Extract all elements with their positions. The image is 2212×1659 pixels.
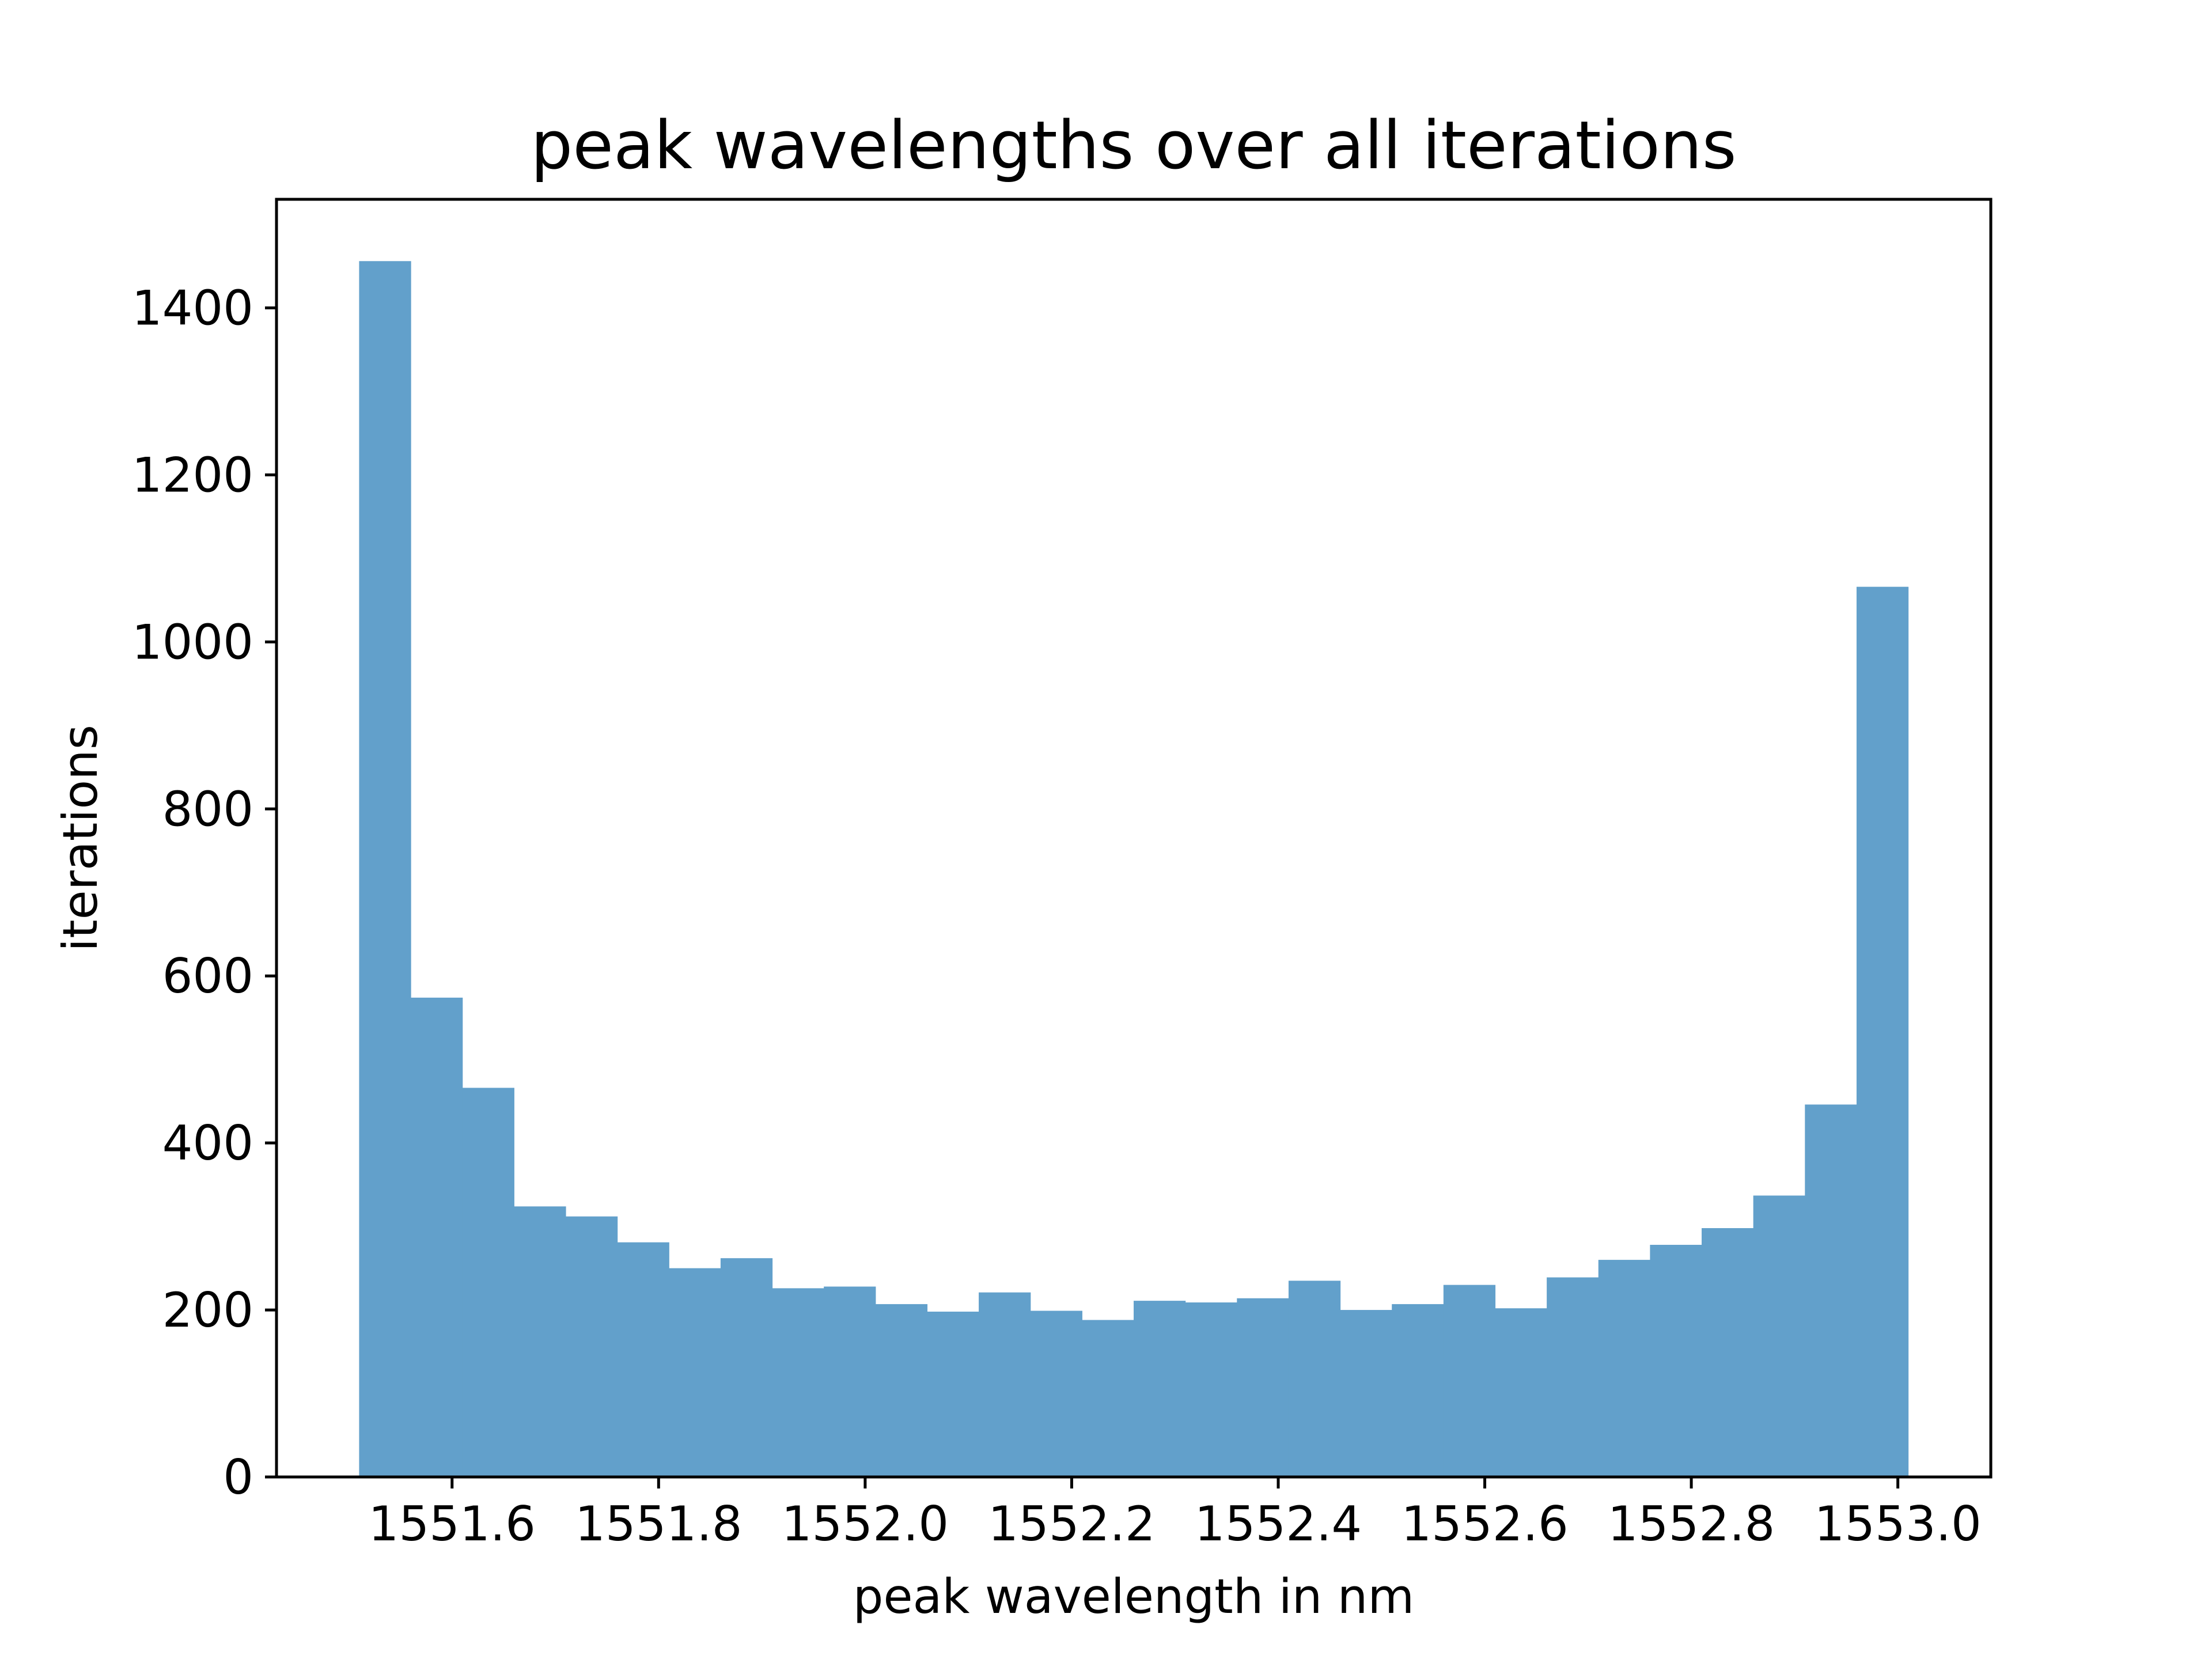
x-tick-label: 1552.8	[1608, 1496, 1775, 1552]
plot-frame	[275, 198, 1993, 1479]
histogram-bar	[979, 1292, 1031, 1477]
histogram-bar	[359, 261, 411, 1477]
histogram-bar	[1443, 1285, 1496, 1477]
histogram-bar	[1598, 1260, 1650, 1477]
histogram-bar	[1392, 1304, 1444, 1477]
histogram-bar	[1185, 1302, 1237, 1477]
y-tick-label: 1000	[132, 614, 253, 670]
histogram-bar	[1650, 1244, 1702, 1477]
y-axis-label: iterations	[52, 725, 108, 952]
y-tick-label: 200	[162, 1282, 253, 1338]
histogram-bar	[1134, 1301, 1186, 1477]
histogram-bar	[1702, 1228, 1754, 1477]
y-tick-label: 0	[223, 1449, 253, 1505]
histogram-bar	[669, 1268, 721, 1477]
histogram-bar	[772, 1288, 824, 1477]
histogram-bar	[1030, 1310, 1082, 1477]
x-tick-label: 1552.0	[782, 1496, 949, 1552]
histogram-bar	[1805, 1104, 1857, 1477]
histogram-bar	[824, 1286, 876, 1477]
y-tick-label: 800	[162, 781, 253, 837]
histogram-bar	[1495, 1308, 1547, 1477]
x-tick-label: 1552.6	[1401, 1496, 1568, 1552]
histogram-bar	[411, 997, 463, 1477]
y-tick-label: 1200	[132, 447, 253, 503]
y-tick-label: 1400	[132, 280, 253, 336]
y-axis-ticks: 0 200 400 600 800 1000 1200 1400	[132, 280, 276, 1505]
x-tick-label: 1551.8	[575, 1496, 742, 1552]
x-tick-label: 1553.0	[1814, 1496, 1981, 1552]
histogram-bar	[1288, 1281, 1341, 1477]
x-axis-ticks: 1551.6 1551.8 1552.0 1552.2 1552.4 1552.6 1552…	[369, 1477, 1982, 1552]
histogram-bar	[1340, 1310, 1392, 1477]
chart-title: peak wavelengths over all iterations	[531, 107, 1736, 184]
x-axis-label: peak wavelength in nm	[853, 1569, 1414, 1624]
histogram-bar	[462, 1088, 514, 1477]
x-tick-label: 1552.4	[1195, 1496, 1362, 1552]
x-tick-label: 1551.6	[369, 1496, 536, 1552]
histogram-bar	[1856, 586, 1909, 1477]
histogram-bar	[1753, 1195, 1805, 1477]
histogram-bar	[1082, 1320, 1134, 1477]
histogram-bar	[1237, 1298, 1289, 1477]
y-tick-label: 600	[162, 948, 253, 1004]
histogram-bar	[617, 1242, 669, 1477]
bars-group	[359, 261, 1909, 1477]
histogram-bar	[1547, 1277, 1599, 1477]
y-tick-label: 400	[162, 1115, 253, 1171]
histogram-bar	[720, 1258, 773, 1477]
x-tick-label: 1552.2	[988, 1496, 1155, 1552]
histogram-bar	[514, 1206, 566, 1477]
histogram-bar	[875, 1304, 928, 1477]
histogram-bar	[565, 1216, 618, 1477]
histogram-bar	[927, 1311, 979, 1477]
